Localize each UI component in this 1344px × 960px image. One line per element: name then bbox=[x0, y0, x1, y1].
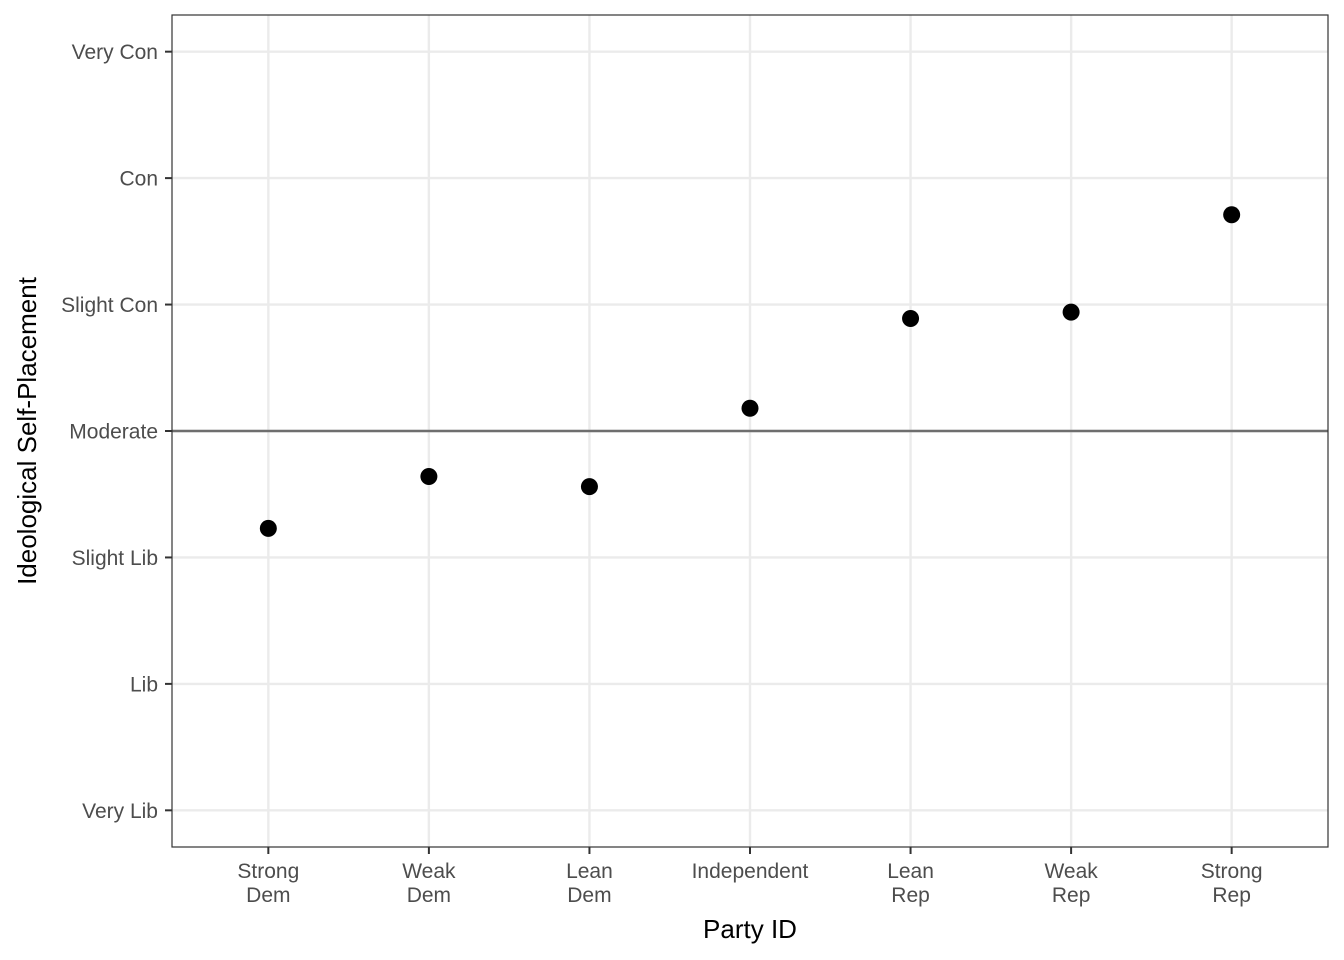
data-point bbox=[259, 519, 277, 537]
data-point bbox=[580, 478, 598, 496]
points-layer bbox=[259, 206, 1241, 537]
data-point bbox=[902, 309, 920, 327]
tick-labels-layer: Very Lib Lib Slight Lib Moderate Slight Con C… bbox=[61, 41, 1262, 907]
y-tick-label: Moderate bbox=[69, 421, 158, 444]
y-tick-label: Con bbox=[119, 168, 158, 191]
x-tick-label: Strong Rep bbox=[1201, 860, 1263, 907]
y-tick-label: Very Con bbox=[72, 41, 158, 64]
y-axis-title: Ideological Self-Placement bbox=[12, 276, 42, 585]
y-tick-label: Slight Con bbox=[61, 294, 158, 317]
y-tick-label: Slight Lib bbox=[72, 547, 158, 570]
x-tick-label: Strong Dem bbox=[237, 860, 299, 907]
data-point bbox=[1223, 206, 1241, 224]
x-tick-label: Weak Dem bbox=[402, 860, 456, 907]
x-tick-label: Lean Rep bbox=[887, 860, 934, 907]
y-tick-label: Very Lib bbox=[82, 800, 158, 823]
data-point bbox=[741, 399, 759, 417]
y-tick-label: Lib bbox=[130, 673, 158, 696]
x-axis-title: Party ID bbox=[703, 914, 797, 944]
data-point bbox=[1062, 303, 1080, 321]
x-tick-label: Independent bbox=[692, 860, 809, 883]
ticks-layer bbox=[165, 50, 1233, 854]
x-tick-label: Lean Dem bbox=[566, 860, 613, 907]
data-point bbox=[420, 468, 438, 486]
x-tick-label: Weak Rep bbox=[1044, 860, 1098, 907]
